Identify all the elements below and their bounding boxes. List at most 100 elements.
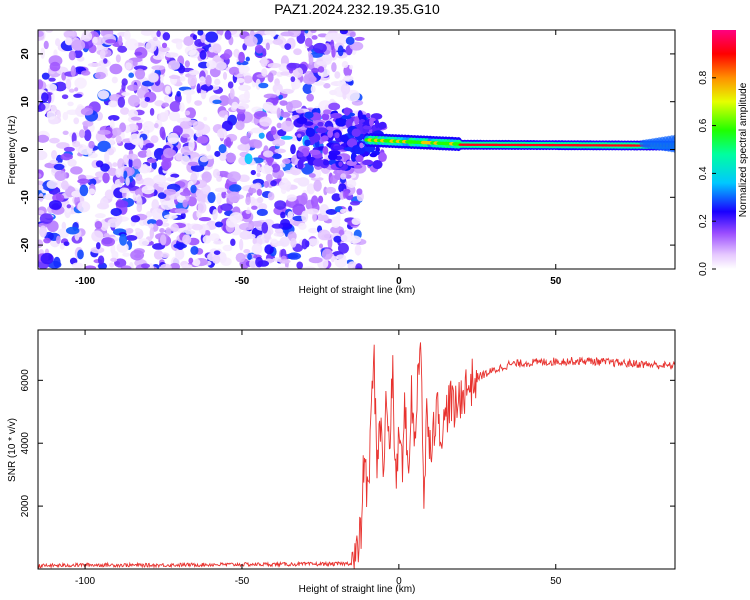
heatmap-cell xyxy=(308,256,323,264)
heatmap-cell xyxy=(142,149,147,154)
heatmap-cell xyxy=(181,133,190,139)
heatmap-cell xyxy=(239,222,253,231)
heatmap-cell xyxy=(271,223,284,229)
heatmap-cell xyxy=(43,193,55,201)
heatmap-cell xyxy=(60,180,69,191)
heatmap-cell xyxy=(349,31,356,38)
heatmap-cell xyxy=(38,210,45,215)
colorbar-tick-label: 0.6 xyxy=(698,118,709,132)
colorbar-tick-label: 0.8 xyxy=(698,70,709,84)
heatmap-cell xyxy=(225,136,232,148)
heatmap-cell xyxy=(110,257,118,262)
heatmap-cell xyxy=(132,158,142,170)
heatmap-cell xyxy=(238,84,251,92)
heatmap-cell xyxy=(70,65,76,77)
heatmap-cell xyxy=(63,146,75,152)
snr-x-axis-label: Height of straight line (km) xyxy=(299,584,416,595)
heatmap-cell xyxy=(43,40,49,50)
heatmap-cell xyxy=(112,127,122,136)
heatmap-cell xyxy=(80,70,91,76)
heatmap-cell xyxy=(290,144,296,155)
heatmap-x-tick-label: -100 xyxy=(75,276,95,287)
snr-panel: -100 -50 0 50 2000 4000 6000 Height of straig… xyxy=(7,329,676,595)
heatmap-cell xyxy=(293,177,305,184)
heatmap-cell xyxy=(348,205,353,212)
heatmap-cell xyxy=(247,188,257,194)
heatmap-cell xyxy=(197,30,204,36)
heatmap-cell xyxy=(330,175,338,184)
snr-y-ticks: 2000 4000 6000 xyxy=(20,369,675,517)
heatmap-cell xyxy=(252,237,257,245)
heatmap-cell xyxy=(325,209,338,215)
heatmap-cell xyxy=(127,94,140,107)
heatmap-cell xyxy=(221,120,233,132)
heatmap-cell xyxy=(378,152,387,163)
heatmap-cell xyxy=(109,262,115,268)
heatmap-cell xyxy=(194,100,203,106)
heatmap-cell xyxy=(198,217,212,222)
heatmap-cell xyxy=(341,61,349,68)
heatmap-cell xyxy=(48,77,56,82)
heatmap-cell xyxy=(280,88,294,94)
heatmap-cell xyxy=(275,89,281,97)
colorbar-tick-label: 0.2 xyxy=(698,214,709,228)
heatmap-cell xyxy=(359,142,364,149)
heatmap-cell xyxy=(267,72,274,83)
heatmap-cell xyxy=(126,228,134,234)
heatmap-cell xyxy=(132,59,138,67)
heatmap-cell xyxy=(323,82,331,89)
heatmap-cell xyxy=(207,154,214,160)
heatmap-cell xyxy=(192,34,198,41)
heatmap-cell xyxy=(304,139,311,147)
heatmap-cell xyxy=(280,135,293,140)
heatmap-cell xyxy=(179,76,186,82)
heatmap-cell xyxy=(161,159,172,170)
heatmap-cell xyxy=(220,203,233,212)
heatmap-cells xyxy=(38,30,675,269)
heatmap-cell xyxy=(151,199,160,211)
heatmap-cell xyxy=(327,129,334,138)
colorbar-tick-label: 0.0 xyxy=(698,262,709,276)
heatmap-cell xyxy=(262,48,267,56)
snr-y-axis-label: SNR (10 * v/v) xyxy=(7,418,18,482)
heatmap-cell xyxy=(56,142,70,149)
heatmap-cell xyxy=(81,30,93,42)
heatmap-cell xyxy=(163,214,178,220)
heatmap-cell xyxy=(253,139,263,149)
heatmap-cell xyxy=(277,266,290,269)
heatmap-cell xyxy=(149,227,155,239)
heatmap-cell xyxy=(170,223,179,233)
heatmap-cell xyxy=(228,66,240,76)
heatmap-cell xyxy=(340,83,351,95)
heatmap-cell xyxy=(187,161,199,167)
heatmap-cell xyxy=(94,220,103,229)
heatmap-cell xyxy=(179,102,185,112)
heatmap-cell xyxy=(265,42,270,51)
heatmap-cell xyxy=(117,45,128,53)
heatmap-cell xyxy=(250,183,261,190)
heatmap-cell xyxy=(167,60,181,71)
colorbar: 0.0 0.2 0.4 0.6 0.8 Normalized spectral ampl… xyxy=(698,30,749,276)
heatmap-cell xyxy=(334,71,341,79)
heatmap-cell xyxy=(52,193,65,203)
heatmap-cell xyxy=(53,49,58,57)
heatmap-cell xyxy=(161,102,170,108)
heatmap-cell xyxy=(354,36,365,41)
heatmap-cell xyxy=(218,252,227,264)
heatmap-cell xyxy=(38,173,42,178)
heatmap-cell xyxy=(317,229,331,241)
heatmap-cell xyxy=(176,90,181,97)
heatmap-cell xyxy=(302,74,317,85)
heatmap-cell xyxy=(134,227,141,233)
heatmap-cell xyxy=(272,153,282,160)
heatmap-cell xyxy=(73,49,83,59)
heatmap-cell xyxy=(306,93,314,102)
heatmap-cell xyxy=(339,30,348,35)
heatmap-cell xyxy=(65,226,80,235)
heatmap-cell xyxy=(312,158,324,167)
heatmap-cell xyxy=(214,78,221,86)
heatmap-cell xyxy=(151,208,164,219)
heatmap-cell xyxy=(130,249,145,261)
heatmap-cell xyxy=(297,152,304,158)
heatmap-cell xyxy=(62,130,69,135)
